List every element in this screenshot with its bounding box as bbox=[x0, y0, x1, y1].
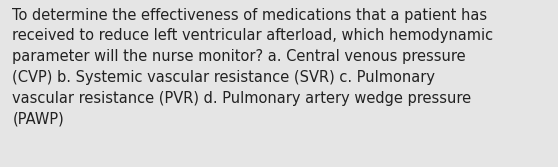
Text: To determine the effectiveness of medications that a patient has
received to red: To determine the effectiveness of medica… bbox=[12, 8, 493, 126]
